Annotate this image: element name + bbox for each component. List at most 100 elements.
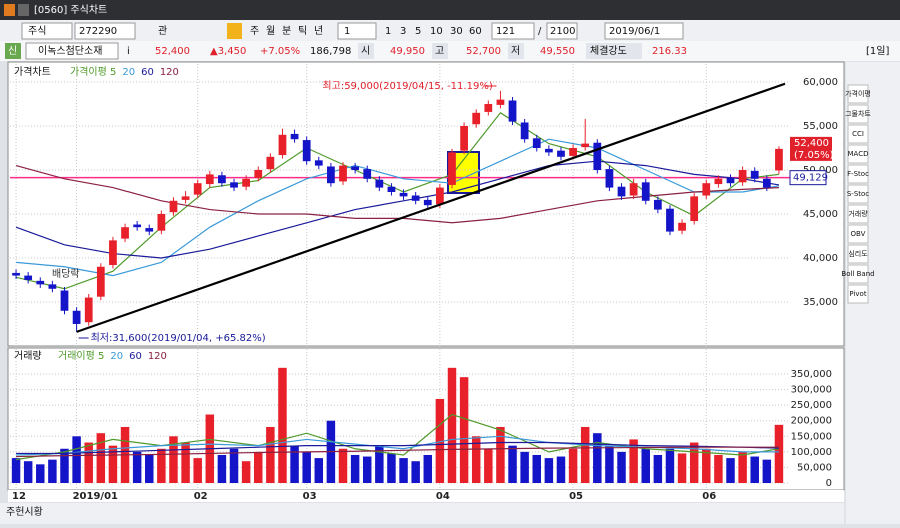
volume-bar [48, 459, 57, 483]
candle-body [60, 290, 69, 311]
period[interactable]: 주 [250, 26, 259, 37]
volume-bar [556, 456, 566, 483]
candle-body [181, 196, 190, 200]
price-tag [789, 170, 827, 186]
candle-body [762, 178, 771, 188]
minute[interactable]: 3 [400, 26, 406, 37]
volume-bar [193, 458, 202, 483]
y-tick-label: 50,000 [797, 462, 832, 473]
icon [18, 4, 29, 16]
name-box [25, 42, 119, 60]
date-input[interactable] [604, 22, 684, 40]
candle-body [109, 240, 117, 266]
max-note: 최고:59,000(2019/04/15, -11.19%) [322, 80, 492, 92]
volume-bar [302, 451, 311, 483]
period[interactable]: 월 [266, 25, 275, 37]
high-label: 고 [435, 46, 444, 57]
minute[interactable]: 10 [430, 26, 443, 37]
candle-body [84, 297, 93, 323]
candle-body [690, 196, 699, 222]
minute[interactable]: 60 [469, 26, 482, 37]
candle-body [484, 104, 493, 112]
volume-bar [181, 442, 190, 483]
period[interactable]: 분 [282, 25, 291, 37]
y-tick-label: 300,000 [791, 385, 832, 396]
minute[interactable]: 5 [415, 26, 421, 37]
candle-body [339, 165, 347, 182]
candle-body [218, 175, 226, 184]
volume-bar [726, 458, 735, 483]
volume-bar [629, 439, 638, 483]
volume-bar [544, 458, 554, 483]
bottom-tab[interactable]: 주헌시황 [6, 506, 43, 518]
sidebar-button[interactable] [847, 164, 869, 184]
volume-bar [108, 445, 118, 483]
volume-bar [702, 448, 711, 483]
candle-body [666, 208, 674, 232]
sidebar-button[interactable] [847, 124, 869, 144]
candle-body [351, 166, 359, 170]
sidebar-label: 그물차트 [845, 109, 871, 118]
code-input[interactable] [74, 22, 136, 40]
label-box [358, 43, 374, 59]
volume-bar [774, 424, 784, 483]
sidebar-button[interactable] [847, 224, 869, 244]
candle-body [496, 99, 505, 105]
candle-body [205, 174, 214, 185]
count-input[interactable] [491, 22, 535, 40]
info[interactable]: i [127, 46, 130, 57]
minute[interactable]: 30 [450, 26, 463, 37]
candle-body [593, 142, 602, 170]
volume-bar [750, 456, 759, 483]
period[interactable]: 틱 [298, 25, 307, 37]
code: 272290 [79, 26, 117, 37]
candle-body [96, 266, 105, 297]
volume-bar [290, 445, 299, 483]
legend-entry: 거래이평 5 [58, 350, 104, 362]
sidebar-button[interactable] [847, 84, 869, 104]
volume-bar [217, 454, 227, 483]
period[interactable]: 년 [314, 25, 323, 37]
sidebar-label: MACD [848, 150, 869, 158]
candle-body [290, 133, 299, 140]
x-tick-label: 03 [303, 491, 317, 502]
candle-body [157, 213, 166, 231]
volume-bar [157, 448, 166, 483]
sidebar-button[interactable] [847, 104, 869, 124]
candle-body [460, 126, 468, 151]
sidebar-button[interactable] [847, 144, 869, 164]
low-label: 저 [511, 45, 520, 57]
trend-line [76, 82, 786, 333]
candle-body [569, 147, 577, 156]
sidebar-button[interactable] [847, 204, 869, 224]
sidebar-button[interactable] [847, 184, 869, 204]
sidebar-button[interactable] [847, 244, 869, 264]
sidebar-button[interactable] [847, 264, 869, 284]
title-bar [0, 0, 900, 20]
price-tag [790, 136, 832, 161]
volume-bar [375, 445, 384, 483]
volume-bar [362, 456, 372, 483]
sidebar-button[interactable] [847, 284, 869, 304]
volume-bar [11, 458, 21, 483]
open: 49,950 [390, 46, 425, 57]
x-tick-label: 12 [12, 491, 26, 502]
total: 2100 [550, 26, 575, 37]
total-input[interactable] [546, 22, 578, 40]
volume-bar [60, 448, 69, 483]
market-select[interactable] [21, 22, 73, 40]
sidebar-label: S-Stoc [847, 190, 869, 198]
day-button[interactable] [227, 23, 242, 39]
minute[interactable]: 1 [385, 26, 391, 37]
volume-bar [241, 461, 251, 483]
volume-bar [387, 453, 396, 483]
search[interactable]: 관 [158, 25, 167, 37]
unit-select[interactable] [337, 22, 377, 40]
candle-body [411, 195, 420, 201]
legend-entry: 20 [110, 351, 123, 362]
candle-body [532, 138, 541, 148]
y-tick-label: 0 [826, 478, 832, 489]
candle-body [641, 182, 650, 201]
volume-bar [714, 454, 723, 483]
legend-entry: 60 [129, 351, 142, 362]
